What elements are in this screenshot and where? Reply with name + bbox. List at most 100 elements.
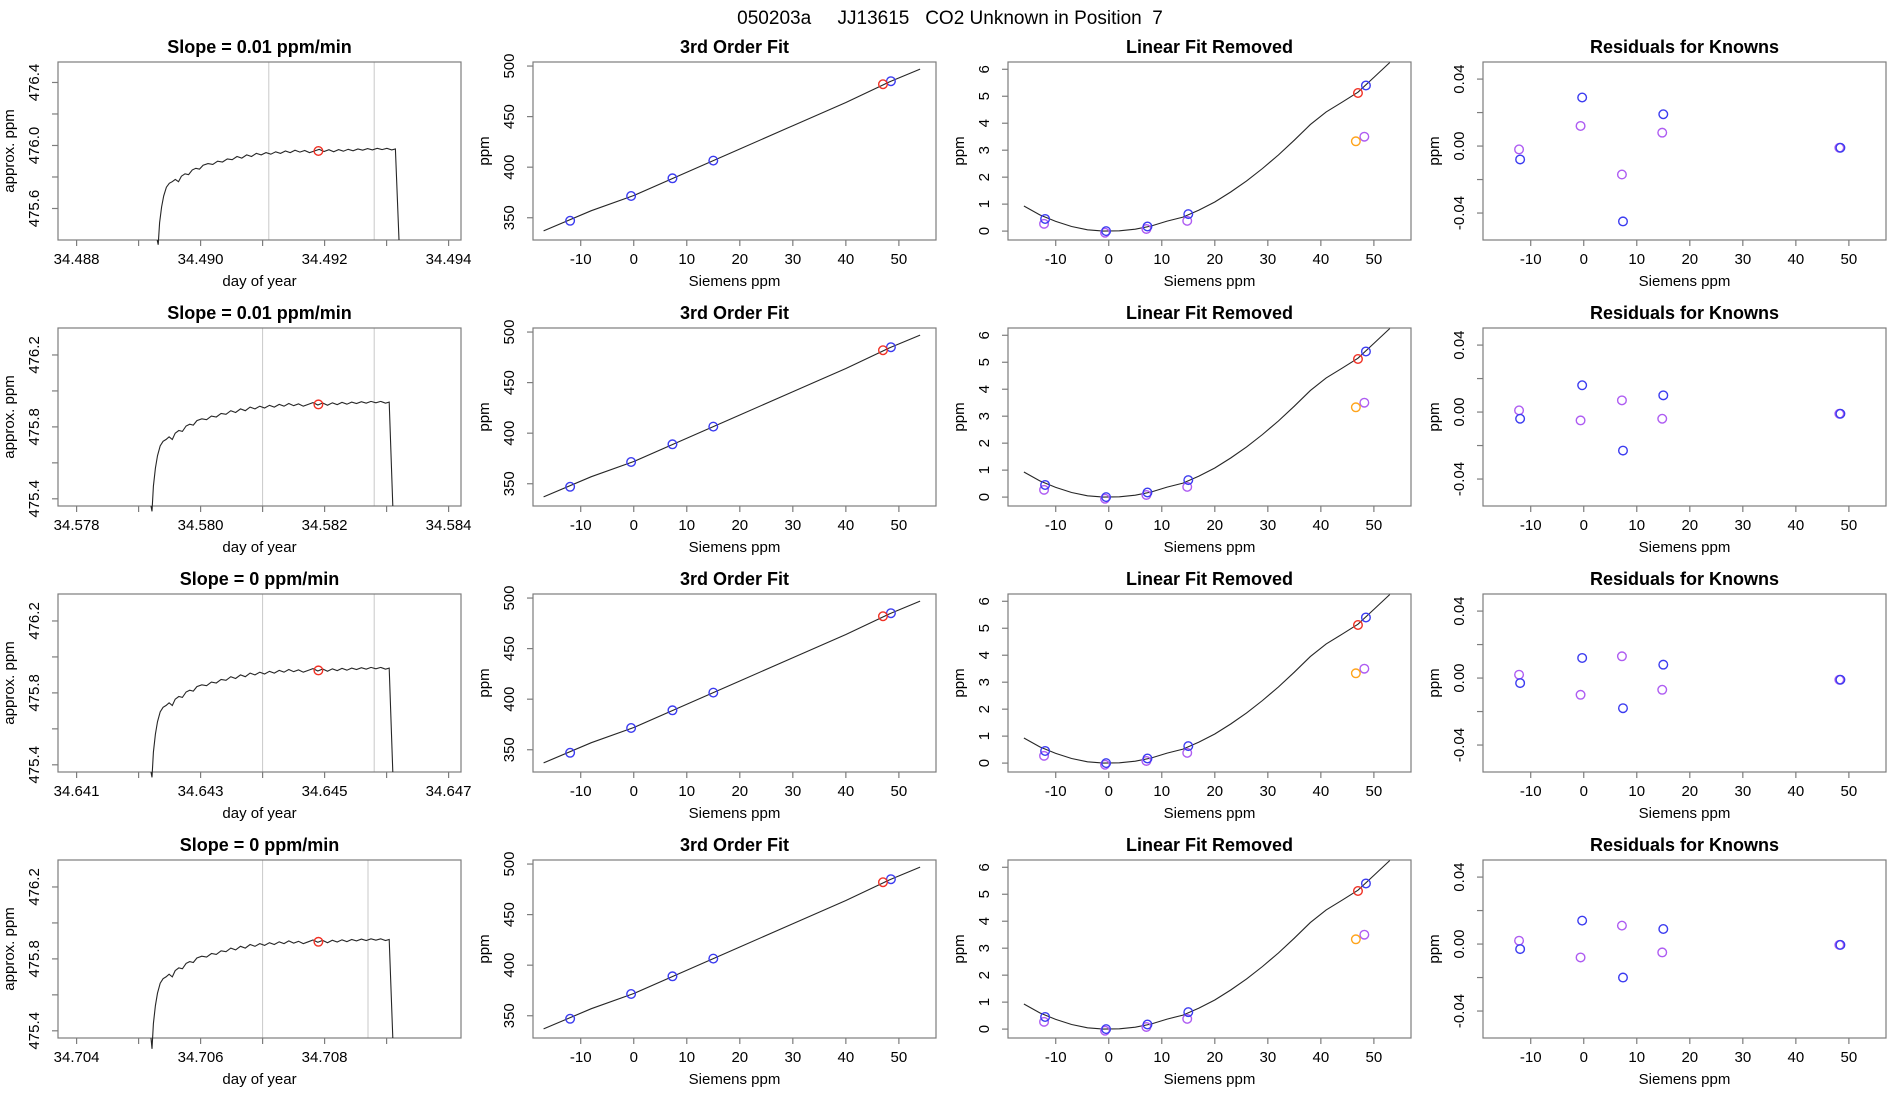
- svg-text:Slope = 0.01 ppm/min: Slope = 0.01 ppm/min: [167, 37, 352, 57]
- svg-text:0: 0: [1580, 517, 1588, 534]
- svg-text:0: 0: [630, 517, 638, 534]
- svg-text:40: 40: [1788, 783, 1805, 800]
- svg-text:40: 40: [838, 783, 855, 800]
- svg-text:350: 350: [501, 737, 518, 762]
- svg-text:ppm: ppm: [951, 136, 968, 165]
- svg-text:2: 2: [976, 971, 993, 979]
- svg-text:0: 0: [1580, 251, 1588, 268]
- svg-text:20: 20: [1206, 1049, 1223, 1066]
- svg-text:476.2: 476.2: [26, 602, 43, 640]
- svg-text:-10: -10: [1045, 783, 1067, 800]
- svg-text:-10: -10: [1520, 517, 1542, 534]
- svg-text:50: 50: [891, 783, 908, 800]
- svg-text:0: 0: [630, 783, 638, 800]
- svg-text:0.04: 0.04: [1451, 596, 1468, 625]
- svg-text:475.4: 475.4: [26, 1012, 43, 1050]
- svg-text:Residuals for Knowns: Residuals for Knowns: [1590, 37, 1779, 57]
- svg-text:10: 10: [1628, 251, 1645, 268]
- svg-text:30: 30: [784, 783, 801, 800]
- panel-r4-slope: 34.704 34.706 34.708 475.4 475.8 476.2 Slope =…: [0, 834, 475, 1100]
- svg-text:20: 20: [1206, 517, 1223, 534]
- svg-text:40: 40: [838, 517, 855, 534]
- svg-text:Siemens ppm: Siemens ppm: [1639, 1071, 1731, 1088]
- svg-text:-0.04: -0.04: [1451, 462, 1468, 496]
- svg-text:0.00: 0.00: [1451, 397, 1468, 426]
- svg-text:30: 30: [1734, 1049, 1751, 1066]
- svg-text:34.641: 34.641: [54, 783, 100, 800]
- svg-text:5: 5: [976, 358, 993, 366]
- svg-text:30: 30: [1259, 1049, 1276, 1066]
- svg-text:Siemens ppm: Siemens ppm: [689, 273, 781, 290]
- svg-text:50: 50: [1366, 251, 1383, 268]
- svg-text:0.00: 0.00: [1451, 131, 1468, 160]
- svg-text:-10: -10: [1520, 783, 1542, 800]
- page-title: 050203a JJ13615 CO2 Unknown in Position …: [737, 8, 1163, 29]
- svg-text:Slope = 0.01 ppm/min: Slope = 0.01 ppm/min: [167, 303, 352, 323]
- svg-text:0.00: 0.00: [1451, 663, 1468, 692]
- svg-text:3: 3: [976, 412, 993, 420]
- svg-text:3rd Order Fit: 3rd Order Fit: [680, 37, 789, 57]
- panel-r3-resid: -10 0 10 20 30 40 50 -0.04 0.00 0.04 Residuals for…: [1425, 568, 1900, 834]
- svg-text:ppm: ppm: [951, 402, 968, 431]
- svg-text:Linear Fit Removed: Linear Fit Removed: [1126, 835, 1293, 855]
- panel-r4-resid: -10 0 10 20 30 40 50 -0.04 0.00 0.04 Residuals for…: [1425, 834, 1900, 1100]
- svg-text:34.706: 34.706: [178, 1049, 224, 1066]
- svg-text:approx. ppm: approx. ppm: [1, 641, 18, 724]
- svg-text:0: 0: [1105, 783, 1113, 800]
- svg-text:30: 30: [784, 1049, 801, 1066]
- svg-text:4: 4: [976, 385, 993, 393]
- svg-text:475.4: 475.4: [26, 746, 43, 784]
- svg-text:450: 450: [501, 636, 518, 661]
- panel-r2-resid: -10 0 10 20 30 40 50 -0.04 0.00 0.04 Residuals for…: [1425, 302, 1900, 568]
- svg-text:0: 0: [1580, 1049, 1588, 1066]
- svg-text:4: 4: [976, 917, 993, 925]
- svg-text:1: 1: [976, 998, 993, 1006]
- svg-text:6: 6: [976, 331, 993, 339]
- svg-text:10: 10: [678, 783, 695, 800]
- svg-text:40: 40: [838, 1049, 855, 1066]
- svg-text:34.647: 34.647: [426, 783, 472, 800]
- svg-text:350: 350: [501, 205, 518, 230]
- svg-text:approx. ppm: approx. ppm: [1, 375, 18, 458]
- svg-text:0.00: 0.00: [1451, 929, 1468, 958]
- svg-text:day of year: day of year: [222, 805, 296, 822]
- svg-text:Linear Fit Removed: Linear Fit Removed: [1126, 37, 1293, 57]
- svg-text:Siemens ppm: Siemens ppm: [1164, 539, 1256, 556]
- svg-text:Residuals for Knowns: Residuals for Knowns: [1590, 303, 1779, 323]
- svg-text:4: 4: [976, 119, 993, 127]
- svg-text:476.4: 476.4: [26, 64, 43, 102]
- svg-text:10: 10: [678, 517, 695, 534]
- svg-text:40: 40: [1788, 251, 1805, 268]
- panel-r3-linfit: -10 0 10 20 30 40 50 0 1 2 3 4 5 6 Linear Fit Removed S…: [950, 568, 1425, 834]
- svg-text:10: 10: [678, 1049, 695, 1066]
- svg-text:10: 10: [1153, 1049, 1170, 1066]
- svg-text:475.6: 475.6: [26, 190, 43, 228]
- svg-text:30: 30: [1259, 783, 1276, 800]
- svg-text:ppm: ppm: [1426, 668, 1443, 697]
- svg-text:34.578: 34.578: [54, 517, 100, 534]
- svg-text:350: 350: [501, 471, 518, 496]
- svg-text:5: 5: [976, 624, 993, 632]
- svg-text:6: 6: [976, 597, 993, 605]
- svg-text:475.8: 475.8: [26, 674, 43, 712]
- svg-text:day of year: day of year: [222, 273, 296, 290]
- svg-text:500: 500: [501, 586, 518, 611]
- svg-text:20: 20: [731, 251, 748, 268]
- svg-text:400: 400: [501, 953, 518, 978]
- svg-text:Slope = 0 ppm/min: Slope = 0 ppm/min: [180, 835, 340, 855]
- panel-r1-fit3: -10 0 10 20 30 40 50 350 400 450 500 3rd Order Fit S…: [475, 36, 950, 302]
- svg-text:4: 4: [976, 651, 993, 659]
- svg-text:ppm: ppm: [1426, 136, 1443, 165]
- svg-text:approx. ppm: approx. ppm: [1, 109, 18, 192]
- svg-text:30: 30: [784, 517, 801, 534]
- svg-text:5: 5: [976, 890, 993, 898]
- svg-text:0: 0: [976, 759, 993, 767]
- svg-text:-0.04: -0.04: [1451, 994, 1468, 1028]
- panel-r1-linfit: -10 0 10 20 30 40 50 0 1 2 3 4 5 6 Linear Fit Removed S…: [950, 36, 1425, 302]
- panel-r4-fit3: -10 0 10 20 30 40 50 350 400 450 500 3rd Order Fit S…: [475, 834, 950, 1100]
- svg-text:10: 10: [1628, 783, 1645, 800]
- panel-r2-slope: 34.578 34.580 34.582 34.584 475.4 475.8 476.2 S…: [0, 302, 475, 568]
- svg-text:0: 0: [630, 251, 638, 268]
- svg-text:Slope = 0 ppm/min: Slope = 0 ppm/min: [180, 569, 340, 589]
- svg-text:day of year: day of year: [222, 1071, 296, 1088]
